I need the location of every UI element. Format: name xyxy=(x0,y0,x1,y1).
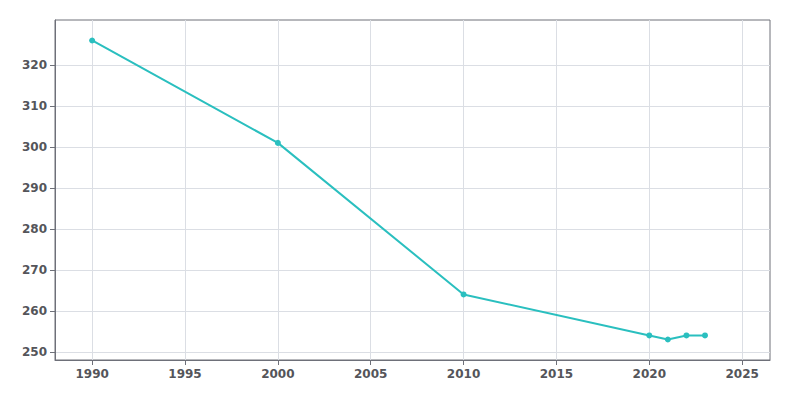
svg-text:2010: 2010 xyxy=(447,367,480,381)
svg-text:1995: 1995 xyxy=(168,367,201,381)
svg-text:2015: 2015 xyxy=(540,367,573,381)
svg-text:2020: 2020 xyxy=(633,367,666,381)
svg-text:310: 310 xyxy=(22,99,47,113)
svg-text:300: 300 xyxy=(22,140,47,154)
svg-text:250: 250 xyxy=(22,345,47,359)
svg-text:2025: 2025 xyxy=(725,367,758,381)
svg-text:320: 320 xyxy=(22,58,47,72)
svg-text:260: 260 xyxy=(22,304,47,318)
svg-text:1990: 1990 xyxy=(75,367,108,381)
svg-text:2000: 2000 xyxy=(261,367,294,381)
svg-text:280: 280 xyxy=(22,222,47,236)
svg-text:2005: 2005 xyxy=(354,367,387,381)
svg-text:270: 270 xyxy=(22,263,47,277)
svg-text:290: 290 xyxy=(22,181,47,195)
